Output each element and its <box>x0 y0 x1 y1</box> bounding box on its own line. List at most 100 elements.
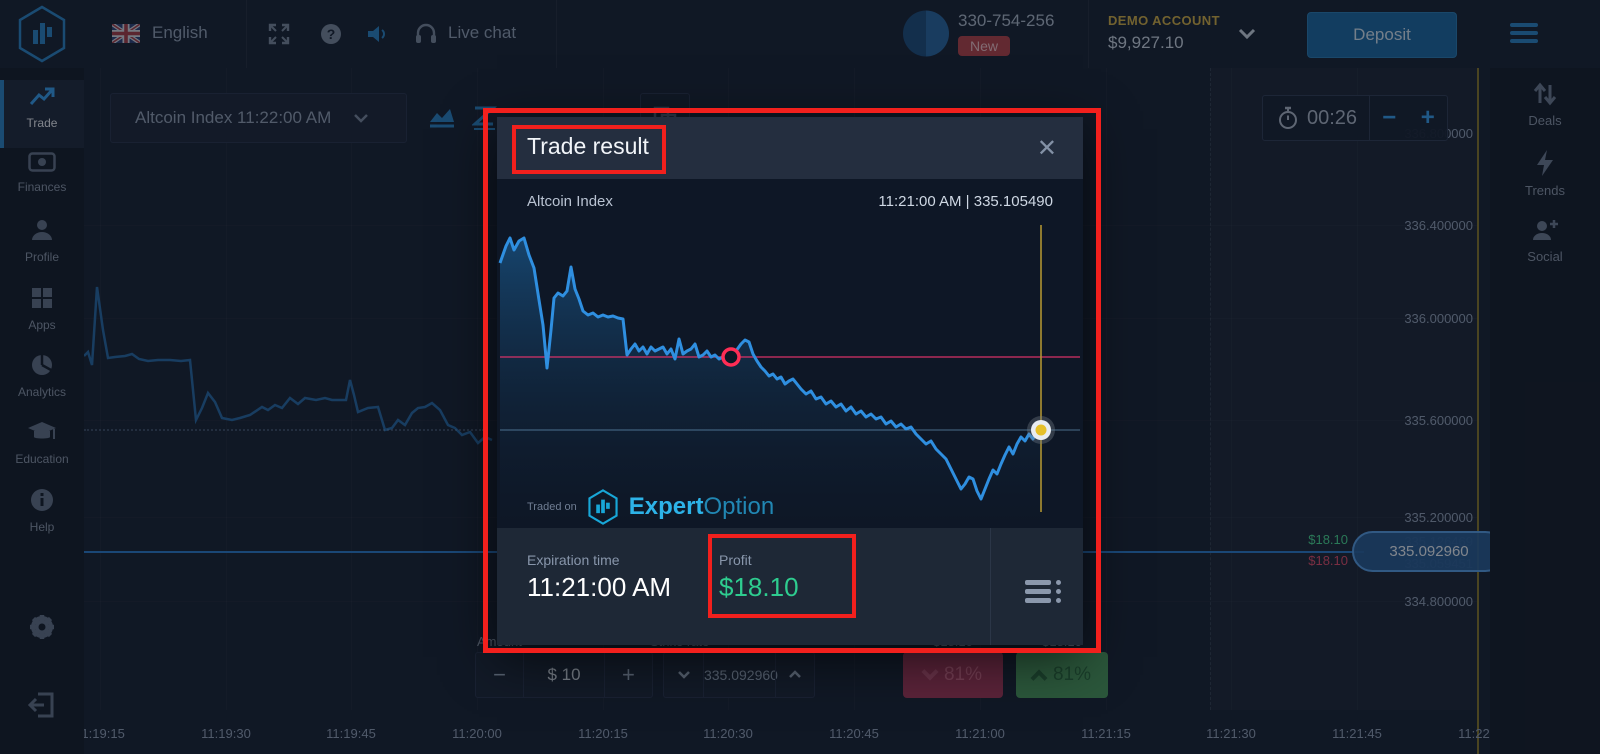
price-tick: 334.800000 <box>1404 594 1473 609</box>
modal-title: Trade result <box>527 133 649 159</box>
account-balance: $9,927.10 <box>1108 33 1184 52</box>
profit-label: Profit <box>719 552 752 568</box>
help-icon[interactable]: ? <box>320 23 342 45</box>
profit-value: $18.10 <box>719 572 799 602</box>
new-badge: New <box>958 36 1011 56</box>
fullscreen-icon[interactable] <box>268 23 290 45</box>
price-tick: 335.200000 <box>1404 510 1473 525</box>
amount-decrease-button[interactable]: − <box>493 662 507 687</box>
divider <box>603 652 605 698</box>
sidebar-item-finances[interactable]: Finances <box>0 152 84 194</box>
sidebar-item-social[interactable]: Social <box>1490 218 1600 264</box>
info-icon <box>31 489 53 511</box>
uk-flag-icon[interactable] <box>112 24 140 43</box>
timer-decrease-button[interactable]: − <box>1382 104 1397 131</box>
modal-asset-name: Altcoin Index <box>527 193 613 210</box>
strike-decrease-button[interactable] <box>664 666 703 684</box>
stopwatch-icon <box>1279 106 1297 129</box>
expiration-time-value: 11:21:00 AM <box>527 572 672 602</box>
amount-increase-button[interactable]: + <box>621 662 635 687</box>
time-tick: 11:21:30 <box>1206 726 1256 741</box>
time-tick: 11:21:45 <box>1332 726 1382 741</box>
timer-increase-button[interactable]: + <box>1420 104 1435 131</box>
sidebar-item-trends[interactable]: Trends <box>1490 150 1600 198</box>
trend-up-icon <box>29 87 55 105</box>
area-chart-type-icon[interactable] <box>428 106 456 130</box>
arrows-up-down-icon <box>1533 82 1557 106</box>
time-tick: 11:20:45 <box>829 726 879 741</box>
account-chevron-down-icon[interactable] <box>1238 28 1256 40</box>
deals-list-icon[interactable] <box>1025 576 1061 607</box>
time-tick: 11:21:15 <box>1081 726 1131 741</box>
svg-text:?: ? <box>327 26 336 42</box>
live-chat-button[interactable]: Live chat <box>448 23 517 42</box>
price-tick: 335.600000 <box>1404 413 1473 428</box>
deal-profit-up-label: $18.10 <box>1308 532 1348 547</box>
sidebar-item-label: Finances <box>17 180 67 194</box>
modal-footer: Expiration time 11:21:00 AM Profit $18.1… <box>497 528 1083 645</box>
lower-percent: 81% <box>943 664 983 685</box>
time-tick: 11:21:00 <box>955 726 1005 741</box>
background-price-chart <box>84 286 493 445</box>
time-tick: 11:19:45 <box>326 726 376 741</box>
time-tick: 11:19:15 <box>75 726 125 741</box>
sidebar-item-analytics[interactable]: Analytics <box>0 353 84 399</box>
divider <box>523 652 525 698</box>
previous-strike-line <box>84 429 484 431</box>
divider <box>703 652 704 698</box>
sidebar-item-label: Help <box>29 520 55 534</box>
close-icon[interactable]: ✕ <box>1036 135 1057 162</box>
current-price-badge: 335.092960 <box>1352 531 1506 572</box>
language-selector[interactable]: English <box>152 23 208 42</box>
lower-trade-button[interactable]: 81% <box>903 652 1003 698</box>
close-point-marker <box>1035 424 1047 436</box>
sidebar-item-trade[interactable]: Trade <box>0 80 84 148</box>
strike-rate-value[interactable]: 335.092960 <box>703 667 778 683</box>
deposit-button[interactable]: Deposit <box>1307 12 1457 58</box>
sidebar-item-label: Trade <box>26 116 58 130</box>
trade-result-modal: Trade result ✕ Altcoin Index 11:21:00 AM… <box>497 117 1083 645</box>
traded-on-label: Traded on <box>527 501 577 513</box>
brand-row: Traded on ExpertOption <box>527 489 774 525</box>
time-tick: 11:20:15 <box>578 726 628 741</box>
sidebar-item-education[interactable]: Education <box>0 420 84 466</box>
asset-selector[interactable]: Altcoin Index 11:22:00 AM <box>110 93 407 143</box>
account-id: 330-754-256 <box>958 11 1055 30</box>
sidebar-item-deals[interactable]: Deals <box>1490 82 1600 128</box>
divider <box>556 0 557 68</box>
account-type-label: DEMO ACCOUNT <box>1108 13 1220 28</box>
person-icon <box>32 220 52 240</box>
expertoption-logo-icon <box>588 489 618 525</box>
sidebar-item-apps[interactable]: Apps <box>0 286 84 332</box>
amount-value[interactable]: $ 10 <box>547 665 581 684</box>
settings-gear-icon[interactable] <box>28 613 56 641</box>
strike-point-marker <box>721 347 741 367</box>
active-indicator <box>0 80 4 148</box>
sidebar-item-label: Profile <box>24 250 59 264</box>
person-plus-icon <box>1533 220 1558 240</box>
higher-trade-button[interactable]: 81% <box>1016 652 1108 698</box>
sidebar-item-help[interactable]: Help <box>0 488 84 534</box>
divider <box>246 0 247 68</box>
expiry-timer: 00:26 − + <box>1262 95 1448 141</box>
brand-name: ExpertOption <box>628 493 775 520</box>
logout-icon[interactable] <box>28 690 56 720</box>
sidebar-item-profile[interactable]: Profile <box>0 218 84 264</box>
grid-icon <box>32 288 52 308</box>
lightning-icon <box>1537 150 1553 176</box>
strike-increase-button[interactable] <box>776 666 814 684</box>
time-tick: 11:20:30 <box>703 726 753 741</box>
price-tick: 336.400000 <box>1404 218 1473 233</box>
avatar[interactable] <box>903 10 949 57</box>
expertoption-logo[interactable] <box>16 5 68 63</box>
left-sidebar: Trade Finances Profile Apps <box>0 68 84 754</box>
price-tick: 336.000000 <box>1404 311 1473 326</box>
divider <box>1088 0 1089 68</box>
higher-percent: 81% <box>1052 664 1092 685</box>
divider <box>774 652 776 698</box>
graduation-cap-icon <box>28 422 56 439</box>
trade-result-chart <box>498 225 1080 527</box>
sound-icon[interactable] <box>366 23 388 45</box>
menu-icon[interactable] <box>1510 19 1538 47</box>
headset-icon[interactable] <box>414 22 438 46</box>
